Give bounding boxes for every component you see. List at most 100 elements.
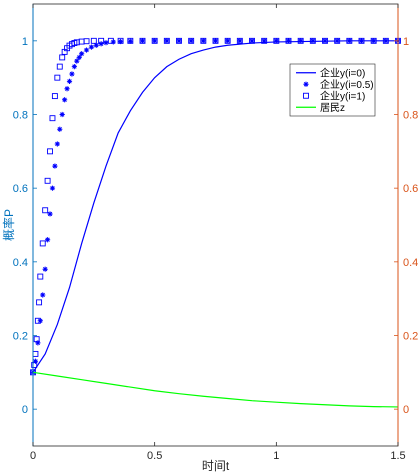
legend-swatch	[303, 81, 309, 87]
data-point	[76, 54, 82, 61]
y-tick-label: 0.6	[13, 183, 28, 195]
data-point	[69, 71, 75, 77]
data-point	[261, 37, 268, 44]
data-point	[47, 148, 53, 155]
data-point	[31, 362, 38, 368]
legend-label: 企业y(i=0)	[320, 66, 365, 79]
data-point	[237, 38, 243, 44]
data-point	[249, 37, 255, 44]
data-point	[151, 37, 158, 44]
legend: 企业y(i=0)企业y(i=0.5)企业y(i=1)居民z	[289, 63, 376, 117]
data-point	[51, 93, 58, 100]
data-point	[188, 37, 195, 44]
data-point	[36, 299, 43, 306]
x-tick-label: 1	[273, 450, 279, 462]
series-0	[32, 40, 398, 373]
data-point	[42, 207, 49, 214]
data-point	[93, 42, 99, 48]
data-point	[370, 37, 377, 44]
series-line	[32, 40, 398, 373]
data-point	[40, 292, 46, 298]
data-point	[309, 37, 316, 44]
data-point	[212, 37, 219, 44]
data-point	[98, 37, 105, 44]
data-point	[54, 141, 60, 147]
data-point	[346, 37, 353, 44]
data-point	[152, 38, 158, 44]
data-point	[64, 86, 70, 92]
y-right-tick-label: 0.4	[403, 257, 418, 269]
data-point	[310, 38, 316, 44]
data-point	[117, 37, 124, 44]
legend-label: 居民z	[320, 102, 345, 114]
series-line	[32, 371, 399, 408]
data-point	[45, 237, 51, 243]
data-point	[56, 63, 63, 70]
data-point	[103, 40, 109, 46]
data-point	[358, 37, 365, 44]
y-tick-label: 0.2	[13, 331, 28, 343]
data-point	[176, 38, 182, 44]
series-layer	[30, 37, 401, 408]
data-point	[358, 38, 365, 44]
data-point	[212, 38, 219, 44]
data-point	[188, 38, 194, 44]
data-point	[371, 38, 377, 44]
data-point	[139, 38, 146, 44]
data-point	[322, 37, 328, 44]
data-point	[118, 38, 124, 45]
x-axis-title: 时间t	[202, 459, 230, 473]
data-point	[200, 37, 207, 44]
y-right-tick-label: 0.2	[403, 331, 418, 343]
data-point	[90, 37, 97, 44]
data-point	[79, 51, 85, 57]
data-point	[297, 37, 304, 44]
y-tick-label: 0.8	[13, 110, 28, 122]
data-point	[383, 38, 389, 44]
data-point	[47, 211, 53, 217]
legend-label: 企业y(i=0.5)	[320, 78, 374, 91]
data-point	[298, 38, 304, 44]
data-point	[163, 37, 170, 44]
data-point	[285, 38, 292, 44]
data-point	[44, 177, 51, 184]
data-point	[273, 37, 280, 44]
data-point	[200, 38, 206, 44]
data-point	[49, 115, 56, 122]
y-tick-label: 0	[22, 404, 28, 416]
data-point	[62, 97, 68, 103]
data-point	[49, 185, 56, 191]
data-point	[176, 37, 182, 44]
data-point	[285, 37, 292, 44]
data-point	[382, 37, 389, 44]
data-point	[42, 266, 48, 272]
y-right-tick-label: 1	[403, 36, 409, 48]
data-point	[39, 240, 46, 247]
x-tick-label: 0.5	[147, 450, 162, 462]
ticks-layer: 0 0.5 1 1.5 0 0.2 0.4 0.6 0.8 1 0 0.2 0.4 0.6 0.8 1	[13, 4, 418, 462]
data-point	[261, 38, 267, 44]
series-2	[30, 37, 401, 376]
data-point	[273, 38, 279, 44]
data-point	[249, 38, 255, 44]
data-point	[164, 38, 170, 44]
data-point	[127, 37, 134, 44]
y-tick-label: 1	[22, 36, 28, 48]
y-right-tick-label: 0.6	[403, 183, 418, 195]
data-point	[59, 54, 66, 61]
data-point	[225, 38, 231, 44]
data-point	[127, 38, 133, 44]
data-point	[236, 37, 243, 44]
data-point	[346, 38, 352, 44]
x-tick-label: 0	[30, 450, 36, 462]
x-tick-label: 1.5	[390, 450, 405, 462]
data-point	[88, 44, 94, 50]
data-point	[54, 74, 61, 81]
data-point	[35, 340, 41, 346]
legend-label: 企业y(i=1)	[320, 89, 365, 102]
y-right-tick-label: 0	[403, 404, 409, 416]
data-point	[83, 47, 90, 53]
data-point	[322, 38, 328, 44]
data-point	[52, 163, 58, 169]
